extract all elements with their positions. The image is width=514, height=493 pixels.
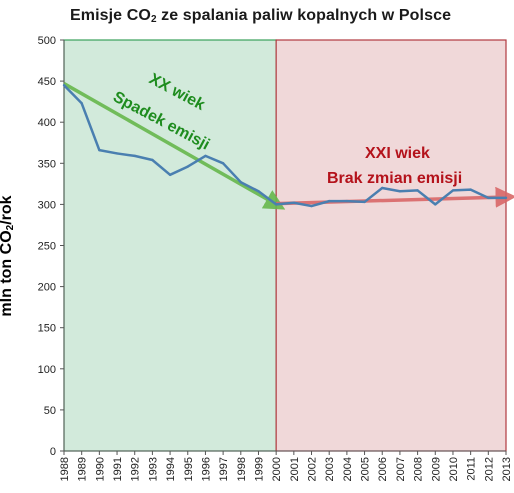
data-point <box>62 84 66 87</box>
x-tick-label: 2013 <box>501 457 513 481</box>
data-point <box>257 190 260 193</box>
annotation-brak-zmian: Brak zmian emisji <box>327 170 462 187</box>
y-tick-label: 0 <box>50 446 56 458</box>
x-tick-label: 2007 <box>395 457 407 481</box>
y-tick-label: 350 <box>38 158 56 170</box>
data-point <box>381 186 384 190</box>
trend-arrow-flat <box>276 186 514 208</box>
x-tick-label: 2006 <box>377 457 389 481</box>
x-tick-label: 2009 <box>430 457 442 481</box>
data-point <box>398 190 402 193</box>
x-tick-label: 1997 <box>218 457 230 481</box>
x-tick-label: 2012 <box>483 457 495 481</box>
annotation-xxi-wiek: XXI wiek <box>365 145 430 162</box>
x-tick-label: 2005 <box>360 457 372 481</box>
data-point <box>363 200 366 204</box>
x-tick-label: 1998 <box>236 457 248 481</box>
x-tick-label: 2003 <box>324 457 336 481</box>
data-point <box>451 189 455 192</box>
data-point <box>80 102 83 105</box>
data-point <box>487 196 490 200</box>
chart-title: Emisje CO2 ze spalania paliw kopalnych w… <box>70 7 452 25</box>
y-tick-label: 500 <box>38 35 56 47</box>
data-point <box>434 203 437 206</box>
data-point <box>168 173 172 177</box>
x-tick-label: 2010 <box>448 457 460 481</box>
data-point <box>115 152 119 155</box>
x-tick-label: 2008 <box>413 457 425 481</box>
y-tick-label: 50 <box>44 405 56 417</box>
data-point <box>469 188 472 191</box>
x-tick-label: 1990 <box>94 457 106 481</box>
data-point <box>416 189 419 192</box>
x-tick-label: 1999 <box>253 457 265 481</box>
data-point <box>204 154 207 158</box>
y-tick-label: 250 <box>38 241 56 253</box>
y-tick-label: 150 <box>38 323 56 335</box>
data-point <box>504 196 508 200</box>
data-point <box>292 201 296 204</box>
data-point <box>98 148 101 152</box>
data-point <box>274 203 278 206</box>
data-point <box>186 165 189 168</box>
x-tick-label: 2000 <box>271 457 283 481</box>
x-tick-label: 1996 <box>200 457 212 481</box>
x-tick-label: 1992 <box>130 457 142 481</box>
x-tick-label: 1995 <box>183 457 195 481</box>
x-tick-label: 2004 <box>342 457 354 481</box>
data-point <box>328 199 331 203</box>
x-tick-label: 2001 <box>289 457 301 481</box>
trend-arrow-decline <box>63 82 286 210</box>
data-point <box>133 154 136 158</box>
series-line <box>63 84 506 208</box>
data-point <box>310 204 313 208</box>
y-tick-label: 450 <box>38 76 56 88</box>
y-tick-label: 400 <box>38 117 56 129</box>
x-tick-label: 2002 <box>307 457 319 481</box>
y-tick-label: 100 <box>38 364 56 376</box>
y-tick-label: 300 <box>38 199 56 211</box>
region-xx-century <box>63 39 277 452</box>
x-tick-label: 1991 <box>112 457 124 481</box>
x-tick-label: 1993 <box>147 457 159 481</box>
data-point <box>151 158 154 162</box>
region-xxi-century <box>275 39 507 452</box>
x-tick-label: 1994 <box>165 457 177 481</box>
x-tick-label: 2011 <box>466 457 478 481</box>
data-point <box>239 181 242 184</box>
x-tick-label: 1988 <box>59 457 71 481</box>
y-tick-label: 200 <box>38 282 56 294</box>
x-tick-label: 1989 <box>77 457 89 481</box>
data-point <box>345 199 349 203</box>
data-point <box>221 162 225 165</box>
